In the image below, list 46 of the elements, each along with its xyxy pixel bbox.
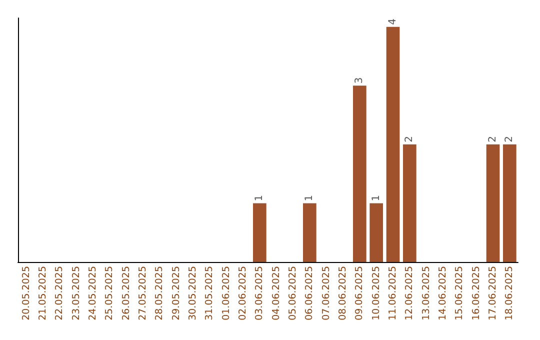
bar: [503, 144, 516, 262]
data-label: 4: [388, 18, 398, 25]
x-tick-label: 17.06.2025: [488, 266, 498, 320]
x-tick-label: 11.06.2025: [388, 266, 398, 320]
data-label: 3: [354, 77, 366, 84]
x-tick-label: 05.06.2025: [288, 266, 298, 320]
bar: [353, 86, 366, 262]
x-tick-label: 13.06.2025: [420, 266, 432, 320]
x-tick-label: 27.05.2025: [138, 266, 148, 320]
data-label: 2: [488, 136, 498, 142]
x-tick-label: 08.06.2025: [338, 266, 348, 320]
bar: [486, 144, 500, 262]
x-tick-label: 01.06.2025: [220, 266, 232, 320]
x-tick-label: 26.05.2025: [120, 266, 132, 320]
x-tick-label: 15.06.2025: [454, 266, 466, 320]
data-label: 2: [504, 136, 516, 142]
bar: [303, 203, 316, 262]
x-tick-label: 16.06.2025: [470, 266, 482, 320]
x-tick-label: 23.05.2025: [70, 266, 82, 320]
data-label: 1: [304, 194, 316, 202]
x-tick-label: 04.06.2025: [270, 266, 282, 320]
data-label: 1: [254, 194, 266, 202]
x-tick-label: 10.06.2025: [370, 266, 382, 320]
data-label: 1: [370, 194, 382, 202]
x-tick-label: 28.05.2025: [154, 266, 166, 320]
x-tick-label: 06.06.2025: [304, 266, 316, 320]
x-tick-label: 07.06.2025: [320, 266, 332, 320]
x-tick-label: 21.05.2025: [38, 266, 48, 320]
x-tick-label: 02.06.2025: [238, 266, 248, 320]
bar: [386, 26, 400, 262]
x-tick-label: 22.05.2025: [54, 266, 66, 320]
data-label: 2: [404, 136, 416, 142]
x-tick-label: 25.05.2025: [104, 266, 116, 320]
x-tick-label: 29.05.2025: [170, 266, 182, 320]
bar: [253, 203, 266, 262]
x-tick-label: 12.06.2025: [404, 266, 416, 320]
x-tick-label: 18.06.2025: [504, 266, 516, 320]
x-tick-label: 24.05.2025: [88, 266, 98, 320]
x-tick-label: 09.06.2025: [354, 266, 366, 320]
x-tick-label: 31.05.2025: [204, 266, 216, 320]
bar: [403, 144, 416, 262]
x-tick-label: 14.06.2025: [438, 266, 448, 320]
bar: [370, 203, 383, 262]
x-tick-label: 03.06.2025: [254, 266, 266, 320]
x-tick-label: 20.05.2025: [20, 266, 32, 320]
x-tick-label: 30.05.2025: [188, 266, 198, 320]
